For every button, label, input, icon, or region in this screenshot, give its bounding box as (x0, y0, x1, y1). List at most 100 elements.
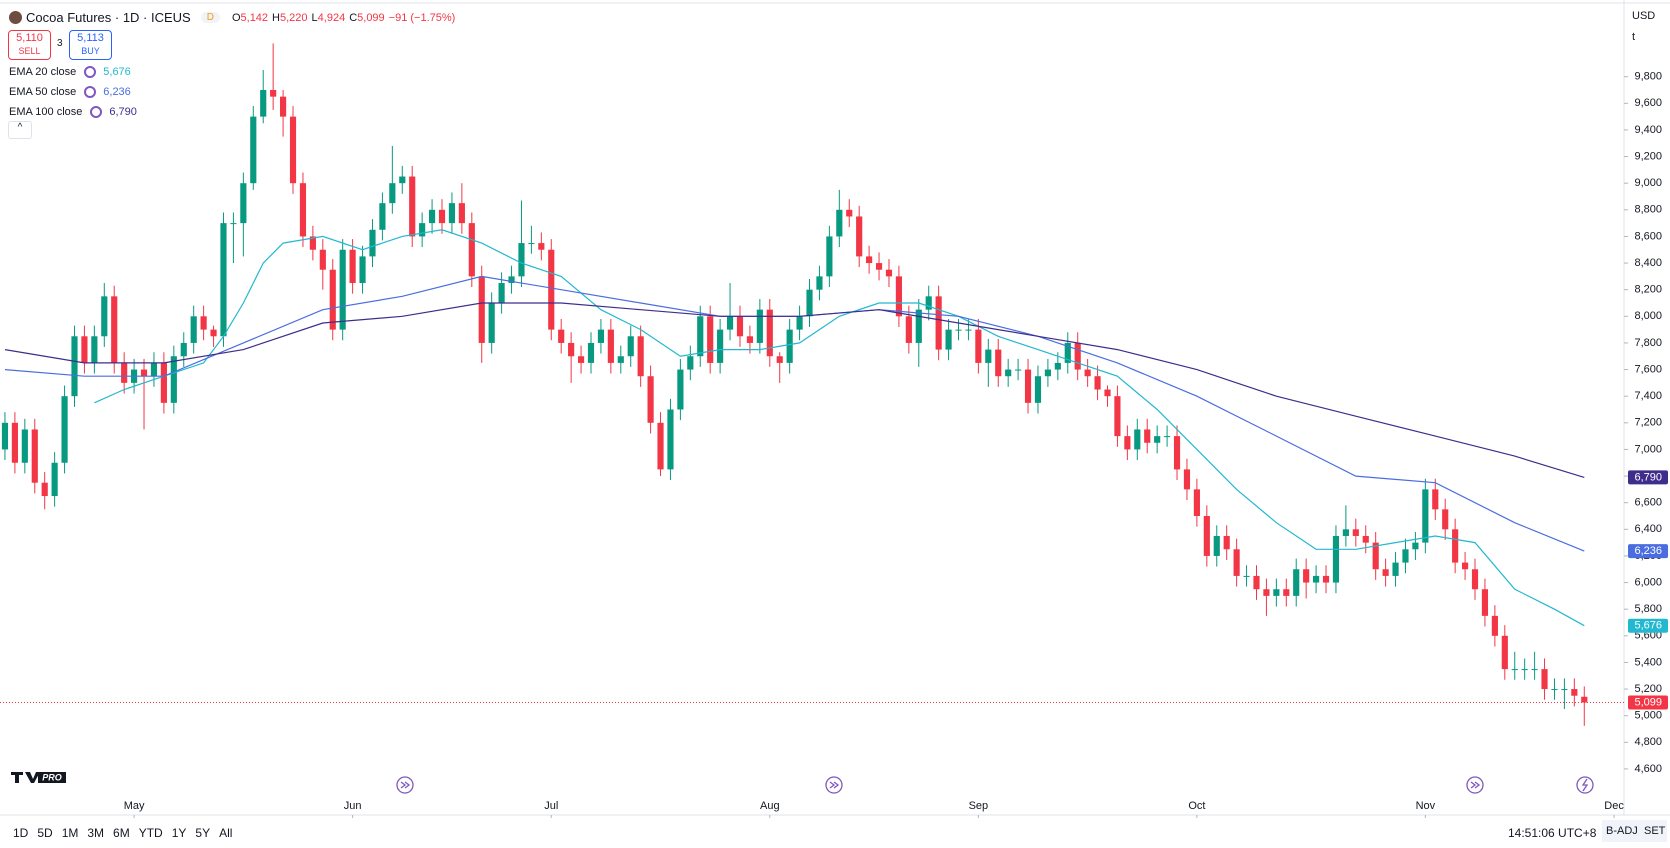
y-tick-label: 6,400 (1634, 523, 1662, 535)
candle-body (21, 429, 28, 463)
buy-price: 5,113 (77, 32, 104, 44)
candle-body (1084, 369, 1091, 377)
candle-body (895, 276, 902, 317)
candle-body (1193, 489, 1200, 516)
range-button[interactable]: YTD (138, 826, 163, 840)
candle-body (1511, 669, 1518, 671)
candle-body (488, 302, 495, 343)
candle-body (448, 203, 456, 224)
x-tick-label: Jun (344, 800, 362, 812)
candle-body (220, 223, 227, 337)
candle-body (1094, 376, 1101, 390)
candle-body (1571, 689, 1578, 696)
candle-body (160, 362, 167, 403)
candle-body (389, 183, 396, 204)
range-bar: 1D 5D 1M 3M 6M YTD 1Y 5Y All (13, 826, 241, 840)
candle-body (637, 336, 644, 377)
candle-body (210, 329, 217, 337)
range-button[interactable]: 5Y (195, 826, 211, 840)
candle-body (359, 256, 366, 284)
candle-body (726, 316, 734, 330)
candle-body (1034, 376, 1042, 403)
y-tick-label: 7,200 (1634, 417, 1662, 429)
header: Cocoa Futures · 1D · ICEUS D O5,142 H5,22… (9, 10, 455, 25)
range-button[interactable]: 3M (87, 826, 105, 840)
range-button[interactable]: 1M (61, 826, 79, 840)
sell-button[interactable]: 5,110 SELL (8, 30, 51, 60)
adjust-button[interactable]: B-ADJ (1602, 820, 1642, 842)
candle-body (458, 203, 465, 224)
candle-body (1402, 549, 1409, 563)
candle-body (975, 329, 982, 363)
candle-body (836, 209, 843, 237)
ohlc-value: 4,924 (317, 11, 346, 24)
range-button[interactable]: 5D (37, 826, 53, 840)
candle-body (1521, 669, 1528, 671)
candle-body (170, 356, 177, 403)
legend-name: EMA 50 close (9, 86, 77, 98)
symbol-title[interactable]: Cocoa Futures · 1D · ICEUS (26, 10, 191, 25)
candle-body (190, 316, 197, 343)
price-tag-label: 6,236 (1634, 545, 1662, 557)
price-tag-label: 6,790 (1634, 471, 1662, 483)
candle-body (1015, 369, 1022, 371)
candle-body (61, 396, 68, 463)
unit[interactable]: t (1632, 31, 1636, 43)
ema-line (94, 229, 1585, 627)
candle-body (1213, 535, 1220, 556)
candle-body (1303, 569, 1310, 583)
ohlc-key: C (349, 11, 358, 24)
candle-body (846, 209, 853, 217)
collapse-button[interactable]: ^ (8, 121, 32, 139)
settings-button[interactable]: SET (1642, 820, 1668, 842)
candle-body (91, 336, 98, 363)
candle-body (1124, 436, 1131, 450)
y-tick-label: 9,600 (1634, 97, 1662, 109)
candle-body (498, 283, 505, 303)
range-button[interactable]: All (219, 826, 233, 840)
candle-body (1392, 562, 1399, 576)
candle-body (687, 356, 694, 370)
candle-body (657, 422, 664, 470)
indicator-legend: EMA 20 close 5,676 EMA 50 close 6,236 EMA 10… (9, 62, 137, 122)
candle-body (1481, 589, 1489, 616)
legend-name: EMA 100 close (9, 106, 83, 118)
candle-body (1164, 436, 1171, 438)
candle-body (200, 316, 207, 330)
candle-body (81, 336, 88, 363)
candle-body (935, 296, 942, 350)
legend-value: 6,790 (109, 106, 137, 118)
sell-label: SELL (18, 46, 41, 56)
buy-button[interactable]: 5,113 BUY (69, 30, 112, 60)
legend-value: 6,236 (103, 86, 131, 98)
candle-body (51, 462, 58, 497)
candle-body (965, 329, 972, 331)
candle-body (766, 309, 773, 357)
candle-body (41, 482, 48, 497)
currency[interactable]: USD (1632, 10, 1656, 22)
ohlc-key: L (311, 11, 318, 24)
candle-body (667, 409, 674, 470)
range-button[interactable]: 1D (13, 826, 29, 840)
candle-body (419, 223, 426, 237)
candle-body (1005, 369, 1012, 377)
candle-body (866, 256, 873, 264)
candle-body (1293, 569, 1300, 596)
y-tick-label: 9,000 (1634, 177, 1662, 189)
y-tick-label: 6,600 (1634, 497, 1662, 509)
range-button[interactable]: 1Y (171, 826, 187, 840)
candle-body (597, 329, 605, 343)
y-tick-label: 9,400 (1634, 124, 1662, 136)
candle-body (1104, 389, 1111, 397)
candle-body (786, 329, 793, 363)
candle-body (140, 369, 148, 377)
candle-body (1352, 529, 1359, 536)
candle-body (1024, 369, 1032, 403)
event-icons (396, 776, 1594, 794)
candle-body (1, 422, 9, 450)
candle-body (1322, 575, 1330, 583)
candle-body (776, 356, 783, 363)
range-button[interactable]: 6M (113, 826, 130, 840)
candle-body (1342, 529, 1349, 536)
